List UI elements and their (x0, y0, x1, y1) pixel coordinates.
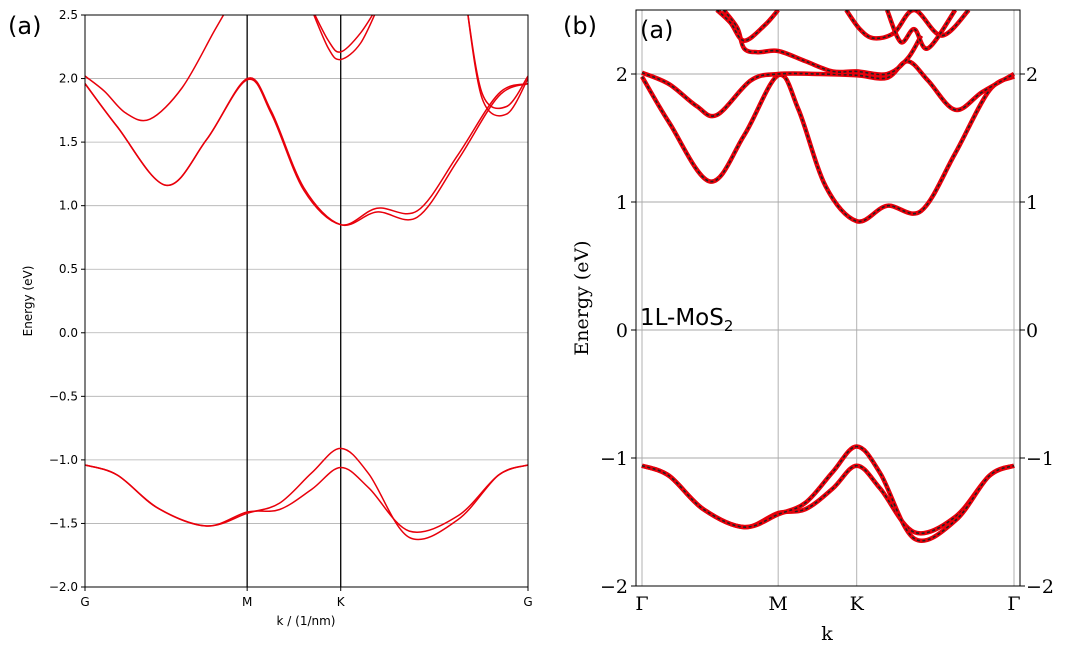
right-x-tick-label: M (768, 593, 787, 615)
right-band-overlay (716, 10, 779, 42)
left-y-tick-label: 0.5 (59, 262, 78, 276)
right-y-axis-label: Energy (eV) (571, 240, 593, 355)
left-band-line (85, 15, 225, 122)
left-y-axis-label: Energy (eV) (21, 266, 35, 337)
left-x-tick-label: G (80, 595, 89, 609)
left-y-tick-label: 1.5 (59, 135, 78, 149)
panel-b-inner-label: (a) (640, 16, 673, 44)
left-band-line (85, 77, 528, 227)
right-y-tick-label-left: 1 (616, 192, 628, 214)
left-y-tick-label: 0.0 (59, 326, 78, 340)
left-y-tick-label: −0.5 (49, 389, 78, 403)
right-x-tick-label: Γ (1007, 593, 1020, 615)
right-band-group (640, 10, 1016, 543)
right-plot-frame (635, 9, 1021, 587)
right-y-tick-label-right: 0 (1026, 320, 1038, 342)
left-plot-frame (84, 14, 529, 588)
material-annotation-subscript: 2 (724, 317, 734, 335)
left-y-tick-label: −1.0 (49, 453, 78, 467)
panel-a-label: (a) (8, 12, 41, 40)
left-band-line (467, 15, 528, 117)
left-x-tick-label: G (523, 595, 532, 609)
right-x-tick-label: Γ (635, 593, 648, 615)
left-y-tick-label: −1.5 (49, 516, 78, 530)
right-band-overlay (723, 10, 922, 76)
right-x-axis-label: k (821, 623, 833, 645)
right-band-line (640, 72, 1016, 224)
right-band-overlay (641, 73, 1015, 223)
left-band-line (85, 78, 528, 226)
right-y-tick-label-right: 1 (1026, 192, 1038, 214)
chart-right: −2 −2 −1 −1 0 0 1 1 2 2 Γ M K Γ (600, 9, 1054, 615)
right-y-tick-label-left: 2 (616, 64, 628, 86)
right-y-tick-label-left: −1 (600, 448, 628, 470)
right-x-tick-label: K (850, 593, 865, 615)
right-y-tick-label-right: 2 (1026, 64, 1038, 86)
left-band-line (85, 447, 528, 541)
left-band-line (313, 15, 376, 61)
left-y-tick-label: 2.5 (59, 8, 78, 22)
right-y-tick-label-right: −2 (1026, 576, 1054, 598)
right-y-tick-label-right: −1 (1026, 448, 1054, 470)
left-y-tick-label: −2.0 (49, 580, 78, 594)
left-y-tick-label: 1.0 (59, 199, 78, 213)
right-band-line (885, 10, 958, 51)
material-annotation-main: 1L-MoS (640, 305, 724, 331)
right-band-overlay (641, 445, 1015, 542)
right-y-tick-label-left: −2 (600, 576, 628, 598)
left-x-axis-label: k / (1/nm) (277, 614, 336, 628)
right-y-tick-label-left: 0 (616, 320, 628, 342)
panel-b-label: (b) (563, 12, 597, 40)
left-y-tick-label: 2.0 (59, 72, 78, 86)
right-band-overlay (641, 464, 1015, 535)
left-band-line (85, 464, 528, 533)
left-x-tick-label: K (337, 595, 346, 609)
material-annotation: 1L-MoS2 (640, 305, 733, 335)
left-band-group (85, 15, 528, 541)
left-x-tick-label: M (242, 595, 252, 609)
right-band-overlay (641, 60, 1015, 117)
chart-left: −2.0 −1.5 −1.0 −0.5 0.0 0.5 1.0 1.5 2.0 2.5 G M K G (49, 8, 533, 609)
left-band-line (314, 15, 374, 53)
left-band-line (467, 15, 528, 110)
